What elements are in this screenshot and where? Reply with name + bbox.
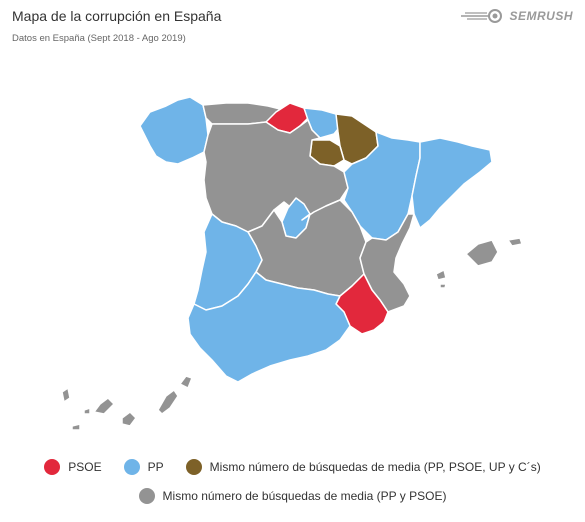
spain-map-svg xyxy=(61,96,523,431)
brand-name: SEMRUSH xyxy=(509,9,573,23)
legend-label-mixed-all: Mismo número de búsquedas de media (PP, … xyxy=(209,460,541,474)
region-baleares-ibiza[interactable] xyxy=(435,269,447,281)
legend-dot-psoe xyxy=(44,459,61,475)
region-canarias-la-palma[interactable] xyxy=(61,387,71,403)
region-canarias-tenerife[interactable] xyxy=(93,397,115,415)
region-valenciana[interactable] xyxy=(359,213,415,313)
region-baleares-formentera[interactable] xyxy=(439,283,447,289)
region-baleares-menorca[interactable] xyxy=(507,237,523,247)
legend-item-pp[interactable]: PP xyxy=(123,459,164,475)
region-baleares-mallorca[interactable] xyxy=(465,239,499,267)
region-galicia[interactable] xyxy=(139,96,209,165)
legend-row-2: Mismo número de búsquedas de media (PP y… xyxy=(0,488,585,504)
region-canarias-gran-canaria[interactable] xyxy=(121,411,137,427)
legend-label-psoe: PSOE xyxy=(68,460,102,474)
legend-dot-mixed-all xyxy=(185,459,202,475)
brand-logo: SEMRUSH xyxy=(459,9,573,23)
region-canarias-lanzarote[interactable] xyxy=(179,375,193,389)
legend-dot-mixed-pp-psoe xyxy=(138,488,155,504)
region-andalucia[interactable] xyxy=(187,271,351,383)
legend-row-1: PSOE PP Mismo número de búsquedas de med… xyxy=(0,459,585,475)
spain-map xyxy=(61,96,523,431)
region-cataluna[interactable] xyxy=(411,137,493,229)
legend-item-mixed-pp-psoe[interactable]: Mismo número de búsquedas de media (PP y… xyxy=(138,488,447,504)
legend-label-mixed-pp-psoe: Mismo número de búsquedas de media (PP y… xyxy=(162,489,447,503)
region-canarias-fuerteventura[interactable] xyxy=(157,389,179,415)
legend-dot-pp xyxy=(123,459,140,475)
semrush-flame-icon xyxy=(461,9,503,23)
page-title: Mapa de la corrupción en España xyxy=(12,8,222,24)
legend-item-psoe[interactable]: PSOE xyxy=(44,459,102,475)
region-canarias-el-hierro[interactable] xyxy=(71,423,81,431)
page-subtitle: Datos en España (Sept 2018 - Ago 2019) xyxy=(12,33,186,44)
region-canarias-la-gomera[interactable] xyxy=(83,407,91,415)
legend-label-pp: PP xyxy=(147,460,164,474)
legend-item-mixed-all[interactable]: Mismo número de búsquedas de media (PP, … xyxy=(185,459,541,475)
